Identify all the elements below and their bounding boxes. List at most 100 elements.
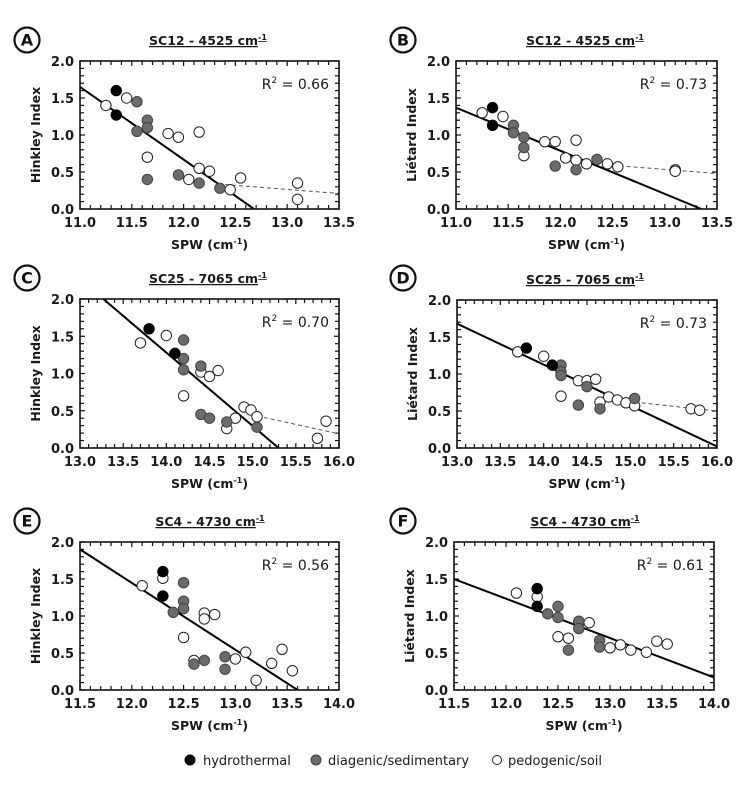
panel-f: F SC4 - 4730 cm-111.5 12.0 12.5 13.0 13.5 14.0… [389,507,730,733]
panel-title-text: SC25 - 7065 cm [526,272,635,287]
x-tick-label: 13.0 [441,455,473,470]
y-tick-label: 0.5 [51,405,74,420]
x-axis-label-end: ) [242,237,248,252]
x-tick-label: 13.5 [271,697,303,712]
data-point-pedogenic [136,579,148,592]
x-axis-label: SPW (cm-1) [171,237,248,252]
data-point-pedogenic [141,151,154,163]
data-point-diagenetic [198,654,211,667]
data-point-pedogenic [291,193,304,206]
x-tick-label: 12.5 [168,697,200,712]
data-point-pedogenic [198,613,211,625]
y-tick-label: 2.0 [51,293,74,308]
y-tick-label: 1.5 [428,331,451,346]
data-point-pedogenic [134,337,147,349]
data-point-hydrothermal [169,347,181,360]
x-tick-label: 13.5 [323,216,355,231]
r-squared-sup: 2 [649,76,655,86]
data-point-diagenetic [507,127,520,139]
data-point-hydrothermal [157,565,169,578]
data-point-pedogenic [640,646,653,658]
data-point-diagenetic [573,622,585,635]
x-tick-label: 15.0 [237,455,269,470]
data-point-diagenetic [141,173,154,186]
data-point-pedogenic [100,99,112,112]
x-tick-label: 13.0 [594,697,626,712]
panel-title: SC25 - 7065 cm-1 [149,271,267,286]
data-point-pedogenic [172,131,185,143]
panel-title-sup: -1 [635,272,644,281]
x-tick-label: 13.0 [271,216,303,231]
y-tick-label: 1.5 [427,92,450,107]
panel-letter-circle [13,26,41,54]
r-squared-value: = 0.56 [277,558,329,574]
panel-title: SC12 - 4525 cm-1 [149,33,267,48]
data-point-pedogenic [539,135,551,148]
x-tick-label: 13.5 [646,697,678,712]
r-squared-label: R2 = 0.61 [637,557,704,574]
x-tick-label: 16.0 [701,455,733,470]
data-point-diagenetic [628,392,641,405]
data-point-diagenetic [591,153,603,166]
data-point-pedogenic [570,154,582,166]
x-axis-label-end: ) [617,718,623,733]
plot-frame [455,60,718,210]
data-point-diagenetic [562,644,575,656]
data-point-pedogenic [193,126,205,138]
y-tick-label: 0.5 [51,647,74,662]
r-squared-label: R2 = 0.73 [640,315,707,332]
plot-frame [79,60,340,210]
y-tick-label: 1.0 [51,610,74,625]
data-point-pedogenic [162,127,174,140]
plot-area [80,548,299,690]
panel-letter-circle [389,26,417,54]
panel-title-sup: -1 [635,33,644,42]
data-point-pedogenic [669,165,681,177]
panel-title: SC4 - 4730 cm-1 [155,514,265,529]
data-point-diagenetic [572,399,585,411]
legend-marker-diagenetic [310,754,322,766]
legend-marker-hydrothermal [184,754,196,766]
y-axis-label: Liétard Index [405,327,420,421]
data-point-pedogenic [265,657,278,670]
plot-area [102,299,339,448]
data-point-diagenetic [251,421,263,433]
panel-letter: E [22,512,33,531]
data-point-pedogenic [203,165,216,177]
data-point-pedogenic [537,350,550,362]
y-axis-label: Hinkley Index [28,325,43,421]
x-axis-label-sup: -1 [233,237,242,246]
x-axis-label-text: SPW (cm [548,476,610,491]
legend-marker-pedogenic [492,755,502,765]
y-tick-label: 2.0 [425,536,448,551]
data-point-pedogenic [224,184,236,196]
data-point-pedogenic [651,635,663,647]
x-axis-label-end: ) [242,476,248,491]
y-tick-label: 1.0 [427,129,450,144]
x-tick-label: 14.0 [150,455,182,470]
x-axis-label-sup: -1 [233,718,242,727]
data-point-diagenetic [177,602,190,615]
x-axis-label: SPW (cm-1) [171,476,248,491]
y-tick-label: 2.0 [427,55,450,70]
panel-title-text: SC12 - 4525 cm [149,33,258,48]
plot-area [457,322,717,448]
x-axis-label-sup: -1 [611,476,620,485]
x-tick-label: 11.5 [116,216,148,231]
x-tick-label: 12.5 [219,216,251,231]
data-point-pedogenic [250,674,262,687]
x-axis-label-text: SPW (cm [171,476,233,491]
data-point-pedogenic [555,390,567,402]
x-tick-label: 13.5 [107,455,139,470]
panel-title-text: SC25 - 7065 cm [149,271,258,286]
x-tick-label: 12.0 [116,697,148,712]
r-squared-value: = 0.70 [277,315,329,331]
r-squared-value: = 0.73 [655,316,707,332]
r-squared-label: R2 = 0.66 [262,76,329,93]
data-point-pedogenic [177,390,190,402]
panel-letter-circle [389,507,417,535]
data-point-pedogenic [240,646,252,658]
y-tick-label: 0.5 [425,647,448,662]
data-point-pedogenic [562,632,575,644]
